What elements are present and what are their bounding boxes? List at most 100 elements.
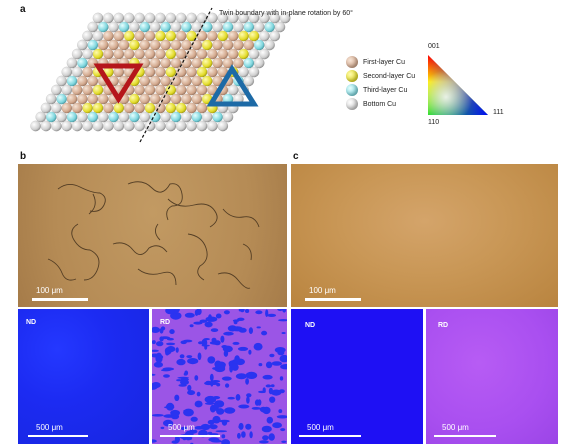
atom	[180, 93, 192, 105]
twin-domain	[280, 428, 286, 432]
atom	[149, 93, 161, 105]
atom	[82, 120, 94, 132]
atom	[196, 66, 208, 78]
atom	[82, 30, 94, 42]
twin-domain	[221, 376, 232, 381]
twin-domain	[152, 340, 156, 345]
legend-first-layer: First-layer Cu	[346, 55, 405, 69]
twin-domain	[163, 374, 170, 378]
atom	[123, 120, 135, 132]
twin-domain	[262, 387, 266, 393]
twin-domain	[265, 361, 273, 369]
twin-domain	[234, 355, 240, 363]
twin-domain	[198, 341, 204, 345]
atom	[113, 12, 125, 24]
atom	[66, 75, 78, 87]
twin-domain	[281, 332, 286, 334]
atom	[212, 21, 224, 33]
atom	[56, 75, 67, 87]
atom	[165, 12, 177, 24]
scalebar-c-optical	[305, 298, 361, 301]
twin-domain	[186, 355, 193, 359]
second-layer-swatch	[346, 70, 358, 82]
twin-domain	[180, 340, 187, 345]
atom	[154, 84, 166, 96]
atom	[92, 30, 104, 42]
twin-domain	[153, 361, 163, 368]
twin-domain	[257, 399, 262, 406]
twin-domain	[159, 328, 164, 334]
atom	[170, 21, 182, 33]
twin-domain	[180, 426, 188, 431]
scalebar-label: 100 μm	[309, 286, 336, 295]
atom	[243, 75, 255, 87]
atom	[134, 84, 146, 96]
twin-domain	[255, 310, 263, 315]
twin-domain	[172, 312, 177, 316]
scalebar-c-rd	[434, 435, 496, 437]
atom	[103, 102, 114, 114]
twin-domain	[190, 442, 194, 444]
legend-label: Third-layer Cu	[363, 86, 408, 94]
twin-domain	[152, 439, 157, 443]
atom	[186, 102, 198, 114]
twin-domain	[277, 309, 284, 312]
atom	[128, 39, 140, 51]
atom	[186, 120, 198, 132]
twin-domain	[246, 396, 250, 404]
atom	[258, 48, 270, 60]
atom	[66, 111, 78, 123]
atom	[51, 102, 62, 114]
twin-domain	[245, 423, 252, 430]
twin-domain	[271, 389, 282, 396]
atom	[248, 66, 260, 78]
atom	[206, 30, 218, 42]
twin-domain	[269, 353, 275, 358]
scalebar-b-optical	[32, 298, 88, 301]
atom	[113, 30, 125, 42]
atom	[170, 39, 182, 51]
atom	[134, 12, 146, 24]
twin-domain	[215, 313, 222, 319]
atom	[103, 120, 114, 132]
atom	[144, 66, 156, 78]
scalebar-label: 500 μm	[168, 423, 195, 432]
twin-domain	[266, 416, 273, 424]
atom	[113, 48, 125, 60]
twin-domain	[187, 390, 196, 396]
twin-domain	[209, 424, 217, 427]
twin-domain	[210, 439, 223, 443]
atom	[77, 39, 88, 51]
twin-domain	[269, 396, 276, 403]
twin-domain	[152, 414, 164, 417]
atom	[134, 102, 146, 114]
twin-domain	[268, 387, 273, 395]
atom	[123, 102, 135, 114]
third-layer-swatch	[346, 84, 358, 96]
atom	[82, 84, 94, 96]
atom	[165, 48, 177, 60]
grain-boundaries	[47, 181, 260, 289]
twin-domain	[278, 389, 285, 394]
atom	[149, 57, 161, 69]
twin-domain	[278, 319, 287, 322]
legend-third-layer: Third-layer Cu	[346, 83, 407, 97]
atom	[217, 120, 229, 132]
twin-domain	[176, 358, 186, 366]
atom	[108, 21, 120, 33]
atom	[45, 93, 57, 105]
twin-domain	[193, 321, 203, 325]
atom	[264, 21, 275, 33]
atom	[243, 21, 255, 33]
atom	[97, 111, 109, 123]
twin-domain	[221, 434, 226, 439]
atom	[139, 111, 151, 123]
ipf-white-center	[428, 55, 488, 115]
atom	[103, 12, 114, 24]
atom	[201, 21, 213, 33]
atom	[77, 57, 88, 69]
twin-domain	[213, 402, 219, 411]
atom	[222, 111, 234, 123]
atom	[180, 21, 192, 33]
atom	[191, 111, 203, 123]
